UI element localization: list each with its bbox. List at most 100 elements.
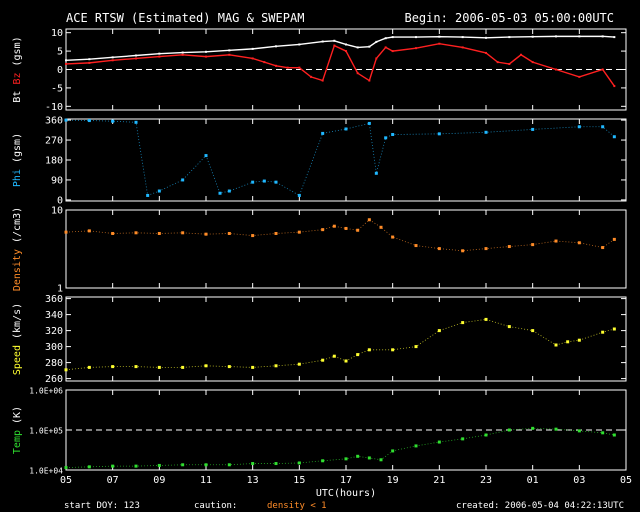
mag-point-bt <box>135 54 137 57</box>
density-point <box>391 235 395 239</box>
phi-ytick-label: 180 <box>45 156 63 167</box>
created-time: created: 2006-05-04 04:22:13UTC <box>456 501 624 511</box>
speed-point <box>332 354 336 358</box>
phi-point <box>274 180 278 184</box>
mag-point-bt <box>485 36 487 39</box>
phi-ytick-label: 90 <box>51 175 63 186</box>
mag-point-bt <box>158 52 161 55</box>
phi-point <box>111 119 115 123</box>
temp-point <box>111 464 115 468</box>
density-trace <box>65 219 615 252</box>
density-point <box>612 237 616 241</box>
speed-ytick-label: 300 <box>45 342 63 353</box>
mag-point-bt <box>578 35 581 38</box>
x-tick-label: 11 <box>200 475 212 486</box>
begin-time: Begin: 2006-05-03 05:00:00UTC <box>404 11 614 25</box>
mag-point-bz <box>181 53 184 56</box>
x-tick-label: 05 <box>620 475 632 486</box>
temp-point <box>531 426 535 430</box>
mag-point-bz <box>135 57 137 60</box>
speed-point <box>227 365 231 369</box>
start-doy: start DOY: 123 <box>64 501 140 511</box>
mag-point-bt <box>555 35 557 38</box>
mag-point-bt <box>415 36 417 39</box>
mag-point-bz <box>613 85 616 88</box>
temp-point <box>204 463 208 467</box>
density-point <box>344 226 348 230</box>
mag-ylabel-part: Bt <box>12 91 23 103</box>
mag-ytick-label: 5 <box>57 47 63 58</box>
mag-point-bz <box>321 79 324 82</box>
temp-ylabel: Temp (K) <box>12 406 23 454</box>
mag-ytick-label: -10 <box>45 102 63 113</box>
phi-point <box>374 171 378 175</box>
mag-point-bt <box>345 43 347 46</box>
temp-point <box>484 433 488 437</box>
mag-point-bt <box>298 43 301 46</box>
density-point <box>227 231 231 235</box>
phi-trace <box>65 119 615 197</box>
mag-point-bz <box>356 72 359 75</box>
mag-series-bz <box>65 43 615 87</box>
temp-ytick-label: 1.0E+05 <box>29 427 63 436</box>
density-point <box>297 230 301 234</box>
temp-point <box>321 459 325 463</box>
mag-point-bt <box>228 49 231 52</box>
density-point <box>87 229 91 233</box>
density-caution-note: density < 1 <box>267 501 327 511</box>
phi-ylabel-part: Phi <box>12 169 23 187</box>
x-tick-label: 15 <box>293 475 305 486</box>
speed-ylabel: Speed (km/s) <box>12 303 23 375</box>
mag-point-bz <box>286 66 289 69</box>
x-tick-label: 19 <box>387 475 399 486</box>
mag-point-bt <box>356 46 359 49</box>
x-tick-label: 21 <box>433 475 445 486</box>
mag-point-bz <box>485 51 487 54</box>
mag-point-bz <box>251 57 254 60</box>
mag-point-bz <box>520 53 522 56</box>
mag-point-bt <box>181 51 184 54</box>
temp-ytick-label: 1.0E+06 <box>29 387 63 396</box>
mag-point-bt <box>461 36 464 39</box>
speed-ytick-label: 340 <box>45 310 63 321</box>
density-ytick-label: 10 <box>51 206 63 217</box>
phi-point <box>577 125 581 129</box>
speed-ytick-label: 360 <box>45 294 63 305</box>
density-point <box>601 246 605 250</box>
phi-point <box>87 119 91 123</box>
mag-point-bz <box>263 61 266 64</box>
density-point <box>577 241 581 245</box>
speed-point <box>484 317 488 321</box>
density-point <box>251 234 255 238</box>
speed-point <box>87 365 91 369</box>
x-tick-label: 03 <box>573 475 585 486</box>
density-point <box>111 231 115 235</box>
mag-ylabel-part: Bz <box>12 73 23 85</box>
mag-point-bz <box>508 62 511 65</box>
density-point <box>461 249 465 253</box>
mag-point-bt <box>321 40 324 43</box>
mag-point-bz <box>65 62 67 65</box>
density-point <box>554 239 558 243</box>
density-ylabel: Density (/cm3) <box>12 207 23 291</box>
mag-point-bt <box>111 56 114 59</box>
mag-point-bz <box>275 64 277 67</box>
mag-point-bt <box>65 59 67 62</box>
speed-point <box>414 345 418 349</box>
temp-point <box>297 461 301 465</box>
speed-ytick-label: 320 <box>45 326 63 337</box>
mag-point-bz <box>555 68 557 71</box>
speed-trace <box>65 318 615 371</box>
speed-ytick-label: 260 <box>45 374 63 385</box>
mag-point-bz <box>158 55 161 58</box>
phi-point <box>601 125 605 129</box>
mag-point-bz <box>375 57 378 60</box>
x-tick-label: 17 <box>340 475 352 486</box>
x-tick-label: 13 <box>247 475 259 486</box>
speed-point <box>134 365 138 369</box>
mag-point-bt <box>601 35 604 38</box>
mag-point-bt <box>88 58 91 61</box>
x-tick-label: 01 <box>527 475 539 486</box>
speed-point <box>437 329 441 333</box>
